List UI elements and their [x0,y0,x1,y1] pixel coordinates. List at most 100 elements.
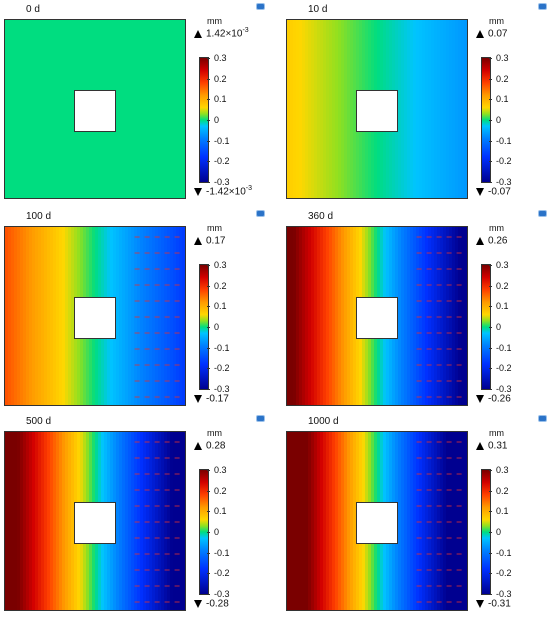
field-column [53,20,57,198]
field-column [464,20,467,198]
min-value-row: -0.31 [476,597,511,609]
field-column [398,432,402,610]
field-column [68,20,72,198]
field-column [404,432,408,610]
field-column [320,20,324,198]
legend-tick-mark [207,120,210,121]
legend-tick-mark [489,182,492,183]
max-value-row: 0.31 [476,439,507,451]
snapshot-icon[interactable] [538,415,547,422]
field-column [398,20,402,198]
field-column [173,432,177,610]
field-column [323,20,327,198]
legend-tick-label: 0.2 [214,485,227,496]
field-column [440,432,444,610]
field-column [146,432,150,610]
legend-tick-mark [489,552,492,554]
field-column [137,432,141,610]
legend-tick-label: -0.1 [496,135,512,146]
field-column [65,432,69,610]
field-plot [286,431,468,611]
field-column [344,20,348,198]
field-column [350,432,354,610]
field-column [173,227,177,405]
legend-tick-mark [207,490,210,492]
legend-tick-mark [489,594,492,595]
field-column [38,432,42,610]
legend-tick-mark [207,532,210,533]
legend-tick-mark [489,470,492,471]
field-column [293,432,297,610]
field-column [32,20,36,198]
snapshot-icon[interactable] [256,3,265,10]
field-column [161,227,165,405]
legend-tick-mark [207,347,210,349]
legend-tick-mark [489,58,492,59]
legend-tick-label: 0 [214,322,220,332]
legend-tick-label: -0.2 [214,568,230,579]
excavation-opening [356,90,398,132]
field-column [182,432,185,610]
field-column [461,20,465,198]
field-column [17,20,21,198]
field-column [62,20,66,198]
min-value: -0.17 [206,393,229,405]
field-column [311,432,315,610]
legend-tick-mark [207,99,210,101]
legend-tick-mark [489,285,492,287]
field-column [422,20,426,198]
field-column [416,227,420,405]
field-column [38,227,42,405]
field-column [350,227,354,405]
field-column [56,227,60,405]
field-column [419,432,423,610]
max-value-row: 1.42×10-3 [194,27,249,39]
legend-tick-mark [207,389,210,390]
field-column [173,20,177,198]
field-column [179,432,183,610]
field-column [140,227,144,405]
field-column [314,227,318,405]
field-column [161,432,165,610]
legend-tick-mark [489,327,492,328]
field-column [35,20,39,198]
field-column [305,20,309,198]
snapshot-icon[interactable] [538,3,547,10]
field-column [338,432,342,610]
field-column [125,432,129,610]
field-column [143,432,147,610]
snapshot-icon[interactable] [256,210,265,217]
field-column [140,432,144,610]
field-column [353,227,357,405]
field-column [11,227,15,405]
field-column [164,432,168,610]
field-column [164,20,168,198]
field-column [413,432,417,610]
field-column [134,432,138,610]
excavation-opening [356,502,398,544]
field-column [404,227,408,405]
snapshot-icon[interactable] [256,415,265,422]
legend-tick-label: 0.2 [214,280,227,291]
legend-tick-mark [489,347,492,349]
field-column [116,227,120,405]
field-column [128,432,132,610]
field-column [167,227,171,405]
legend-tick-mark [489,99,492,101]
field-plot [4,19,186,199]
max-value-row: 0.07 [476,27,507,39]
result-panel: 100 d mm 0.17 0.3 0.2 0.1 0 -0.1 -0.2 -0.3 -0.17 [0,207,275,413]
field-column [32,432,36,610]
field-column [14,227,18,405]
field-column [413,20,417,198]
excavation-opening [74,297,116,339]
field-column [287,432,291,610]
field-column [128,20,132,198]
legend-tick-mark [207,58,210,59]
field-column [428,20,432,198]
field-column [11,432,15,610]
snapshot-icon[interactable] [538,210,547,217]
legend-tick-label: 0 [214,115,220,125]
field-column [299,20,303,198]
field-column [326,227,330,405]
